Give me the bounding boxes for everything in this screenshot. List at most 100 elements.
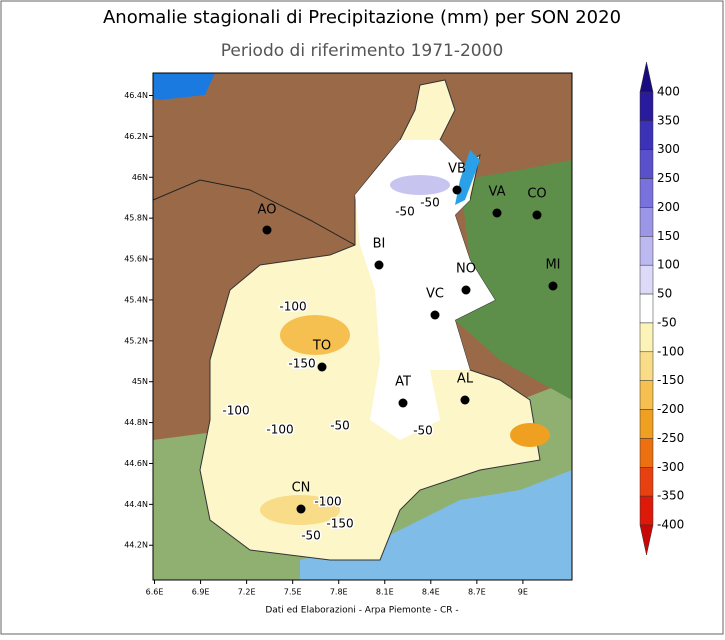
y-tick-label: 46N xyxy=(132,173,148,182)
colorbar-label: 350 xyxy=(657,113,680,127)
city-dot xyxy=(532,210,542,220)
colorbar-segment xyxy=(639,467,654,497)
plain xyxy=(455,160,572,400)
city-label: CN xyxy=(292,481,311,496)
colorbar-label: -150 xyxy=(657,373,684,387)
colorbar-segment xyxy=(639,120,654,150)
x-tick-label: 6.6E xyxy=(146,588,164,597)
contour-label: -100 xyxy=(314,495,341,509)
y-tick-label: 44.8N xyxy=(124,418,148,427)
city-dot xyxy=(317,362,327,372)
city-dot xyxy=(374,260,384,270)
lake xyxy=(153,73,215,100)
x-tick-label: 9E xyxy=(518,588,528,597)
colorbar-label: -300 xyxy=(657,460,684,474)
colorbar-segment xyxy=(639,91,654,122)
title: Anomalie stagionali di Precipitazione (m… xyxy=(103,7,621,28)
subtitle: Periodo di riferimento 1971-2000 xyxy=(221,41,504,61)
city-dot xyxy=(398,398,408,408)
footer: Dati ed Elaborazioni - Arpa Piemonte - C… xyxy=(265,606,458,616)
contour-label: -50 xyxy=(330,419,350,433)
city-label: AO xyxy=(258,203,277,218)
x-tick-label: 8.7E xyxy=(468,588,486,597)
city-label: VA xyxy=(489,185,506,200)
x-tick-label: 7.8E xyxy=(330,588,348,597)
city-label: VC xyxy=(426,287,444,302)
y-tick-label: 45.4N xyxy=(124,295,148,304)
city-label: BI xyxy=(373,237,386,252)
colorbar-label: -100 xyxy=(657,344,684,358)
city-label: AT xyxy=(395,375,411,390)
map-border xyxy=(152,72,573,581)
city-dot xyxy=(460,395,470,405)
y-tick-label: 44.2N xyxy=(124,541,148,550)
contour-label: -100 xyxy=(222,404,249,418)
y-tick-label: 44.6N xyxy=(124,459,148,468)
y-tick-label: 44.4N xyxy=(124,500,148,509)
contour-label: -100 xyxy=(266,423,293,437)
colorbar-segment xyxy=(639,178,654,208)
colorbar-label: -350 xyxy=(657,489,684,503)
colorbar-label: 50 xyxy=(657,287,672,301)
contour-label: -50 xyxy=(301,529,321,543)
city-label: MI xyxy=(545,258,560,273)
city-label: NO xyxy=(456,262,476,277)
colorbar-label: 250 xyxy=(657,171,680,185)
city-label: TO xyxy=(312,339,331,354)
contour-label: -50 xyxy=(420,196,440,210)
city-dot xyxy=(461,285,471,295)
colorbar-label: 300 xyxy=(657,142,680,156)
x-tick-label: 6.9E xyxy=(192,588,210,597)
anomaly-positive xyxy=(390,175,450,195)
city-label: VB xyxy=(448,162,466,177)
y-tick-label: 45.6N xyxy=(124,255,148,264)
contour-label: -50 xyxy=(395,205,415,219)
y-tick-label: 45N xyxy=(132,377,148,386)
colorbar-segment xyxy=(639,322,654,353)
colorbar-segment xyxy=(639,495,654,526)
colorbar-segment xyxy=(639,236,654,266)
contour-label: -50 xyxy=(413,424,433,438)
y-tick-label: 46.2N xyxy=(124,132,148,141)
x-tick-label: 8.1E xyxy=(376,588,394,597)
city-dot xyxy=(452,185,462,195)
anomaly-strong xyxy=(510,423,550,447)
city-dot xyxy=(492,208,502,218)
y-tick-label: 45.2N xyxy=(124,336,148,345)
colorbar-segment xyxy=(639,264,654,295)
colorbar-label: 150 xyxy=(657,229,680,243)
map-area xyxy=(153,73,572,580)
y-tick-label: 46.4N xyxy=(124,91,148,100)
city-dot xyxy=(296,504,306,514)
x-tick-label: 7.2E xyxy=(238,588,256,597)
colorbar-segment xyxy=(639,293,654,324)
colorbar-segment xyxy=(639,438,654,468)
colorbar-label: -250 xyxy=(657,431,684,445)
city-dot xyxy=(262,225,272,235)
colorbar-segment xyxy=(639,149,654,179)
colorbar-segment xyxy=(639,380,654,410)
contour-label: -150 xyxy=(288,357,315,371)
y-tick-label: 45.8N xyxy=(124,214,148,223)
border xyxy=(153,179,356,246)
colorbar-label: -400 xyxy=(657,518,684,532)
contour-label: -100 xyxy=(279,300,306,314)
x-tick-label: 7.5E xyxy=(284,588,302,597)
colorbar-under xyxy=(639,524,654,556)
colorbar-label: 400 xyxy=(657,85,680,99)
colorbar-label: 200 xyxy=(657,200,680,214)
city-label: CO xyxy=(527,187,546,202)
city-dot xyxy=(548,281,558,291)
colorbar-label: 100 xyxy=(657,258,680,272)
colorbar-label: -200 xyxy=(657,402,684,416)
colorbar-over xyxy=(639,61,654,93)
x-tick-label: 8.4E xyxy=(422,588,440,597)
colorbar-segment xyxy=(639,207,654,237)
city-dot xyxy=(430,310,440,320)
colorbar-segment xyxy=(639,409,654,439)
colorbar-segment xyxy=(639,351,654,381)
colorbar-label: -50 xyxy=(657,315,677,329)
anomaly-strong xyxy=(280,315,350,355)
contour-label: -150 xyxy=(326,517,353,531)
